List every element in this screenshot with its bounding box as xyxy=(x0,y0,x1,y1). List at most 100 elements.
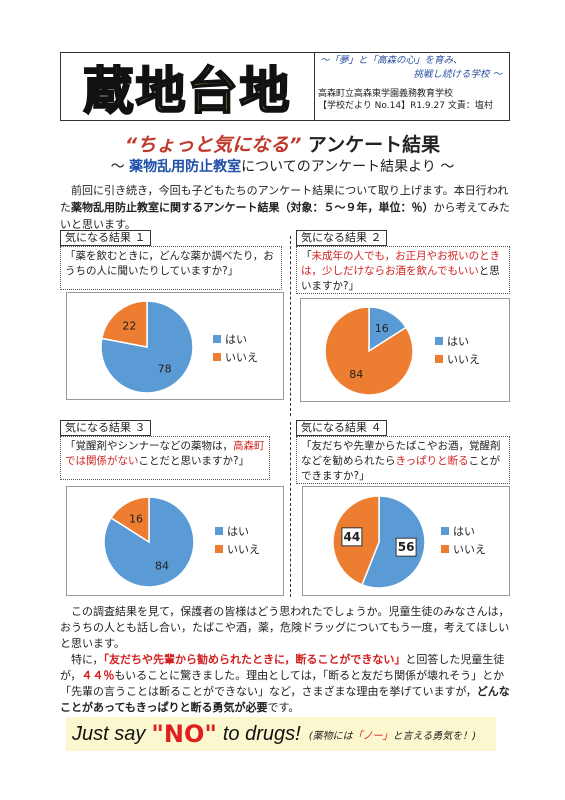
legend-label-no: いいえ xyxy=(225,351,258,364)
issue-info: 【学校だより No.14】R1.9.27 文責：塩村 xyxy=(318,101,493,111)
legend-yes-2: はい xyxy=(435,333,469,349)
intro-bold: 薬物乱用防止教室に関するアンケート結果（対象：５～９年，単位：％） xyxy=(71,201,434,214)
pie-slice-no xyxy=(100,300,148,348)
school-name: 高森町立高森東学園義務教育学校 xyxy=(318,89,454,99)
result-tag-4: 気になる結果 ４ xyxy=(296,420,387,436)
banner-jp-pre: (薬物には xyxy=(308,730,353,742)
para2-text-1: 特に， xyxy=(71,653,104,666)
banner-text-post: to drugs! xyxy=(222,722,301,745)
legend-label-no: いいえ xyxy=(447,353,480,366)
slogan-line-1: ～「夢」と「高森の心」を育み、 xyxy=(320,55,463,66)
banner-jp-post: と言える勇気を！) xyxy=(392,730,477,742)
para2-text-3: もいることに驚きました。理由としては，「断ると友だち関係が壊れそう」とか「先輩の… xyxy=(60,669,505,698)
legend-swatch-no xyxy=(435,355,443,363)
pie-chart-3: 84 16 xyxy=(103,496,195,588)
legend-swatch-no xyxy=(213,353,221,361)
legend-yes-3: はい xyxy=(215,523,249,539)
data-label-yes: 56 xyxy=(398,540,415,554)
question-4-text-a: 「友だちや先輩からたばこやお酒，覚醒剤などを勧められたら xyxy=(301,440,501,467)
legend-swatch-yes xyxy=(213,335,221,343)
data-label-yes: 16 xyxy=(375,322,389,335)
chart-1: 78 22 はい いいえ xyxy=(66,292,284,400)
legend-no-3: いいえ xyxy=(215,541,260,557)
question-1: 「薬を飲むときに，どんな薬か調べたり，おうちの人に聞いたりしていますか?」 xyxy=(60,246,282,290)
legend-label-yes: はい xyxy=(453,525,475,538)
pie-chart-1: 78 22 xyxy=(100,300,194,394)
subtitle-highlight: 薬物乱用防止教室 xyxy=(129,159,242,175)
legend-label-no: いいえ xyxy=(227,543,260,556)
intro-text-2: から考えてみたいと思います。 xyxy=(60,201,511,231)
section-divider-top xyxy=(290,236,291,416)
page-subtitle: ～ 薬物乱用防止教室についてのアンケート結果より ～ xyxy=(0,156,565,176)
data-label-no: 16 xyxy=(129,512,143,525)
legend-yes-4: はい xyxy=(441,523,475,539)
legend-label-yes: はい xyxy=(227,525,249,538)
chart-2: 16 84 はい いいえ xyxy=(300,298,510,402)
question-3-highlight: 高森町では関係がない xyxy=(65,440,265,467)
para2-text-2: と回答した児童生徒が， xyxy=(60,653,505,682)
banner-jp-red: 「ノー」 xyxy=(352,730,393,742)
question-2: 「未成年の人でも，お正月やお祝いのときは，少しだけならお酒を飲んでもいいと思いま… xyxy=(296,246,510,294)
header-divider xyxy=(314,52,315,121)
section-divider-bottom xyxy=(290,422,291,597)
banner-text-pre: Just say xyxy=(72,722,146,745)
data-label-no: 84 xyxy=(349,368,363,381)
pie-chart-4: 56 44 xyxy=(332,495,426,589)
question-4-text-b: ことができますか?」 xyxy=(301,455,501,482)
header-frame xyxy=(60,52,510,121)
para2-red: 「友だちや先輩から勧められたときに，断ることができない」 xyxy=(103,653,406,666)
data-label-box xyxy=(395,537,417,557)
result-tag-1: 気になる結果 １ xyxy=(60,230,151,246)
question-3-text-a: 「覚醒剤やシンナーなどの薬物は， xyxy=(65,440,233,452)
legend-swatch-no xyxy=(215,545,223,553)
slogan-line-2: 挑戦し続ける学校 ～ xyxy=(413,69,502,80)
subtitle-pre: ～ xyxy=(110,159,130,175)
title-quote: “ちょっと気になる” xyxy=(124,134,302,156)
legend-swatch-yes xyxy=(441,527,449,535)
legend-label-yes: はい xyxy=(447,335,469,348)
banner-japanese: (薬物には「ノー」と言える勇気を！) xyxy=(309,727,477,742)
para2-percent: ４４％ xyxy=(81,669,115,682)
header-info: ～「夢」と「高森の心」を育み、 挑戦し続ける学校 ～ 高森町立高森東学園義務教育… xyxy=(318,54,508,112)
legend-swatch-no xyxy=(441,545,449,553)
legend-no-4: いいえ xyxy=(441,541,486,557)
question-3-text-b: ことだと思いますか?」 xyxy=(138,455,250,467)
newsletter-logo: 蔵地台地 xyxy=(61,53,314,121)
title-rest: アンケート結果 xyxy=(301,134,441,156)
chart-3: 84 16 はい いいえ xyxy=(66,486,284,596)
legend-yes-1: はい xyxy=(213,331,247,347)
pie-slice-yes xyxy=(361,495,426,589)
question-2-text-b: と思いますか?」 xyxy=(301,265,500,292)
question-4-highlight: きっぱりと断る xyxy=(395,455,469,467)
legend-label-no: いいえ xyxy=(453,543,486,556)
logo-text: 蔵地台地 xyxy=(83,61,292,121)
subtitle-post: についてのアンケート結果より ～ xyxy=(241,159,455,175)
intro-text-1: 前回に引き続き，今回も子どもたちのアンケート結果について取り上げます。本日行われ… xyxy=(60,184,509,214)
para2-text-4: です。 xyxy=(267,701,300,714)
legend-no-1: いいえ xyxy=(213,349,258,365)
intro-paragraph: 前回に引き続き，今回も子どもたちのアンケート結果について取り上げます。本日行われ… xyxy=(60,182,510,233)
question-2-highlight: 未成年の人でも，お正月やお祝いのときは，少しだけならお酒を飲んでもいい xyxy=(301,250,501,277)
pie-slice-yes xyxy=(368,306,408,353)
question-2-text-a: 「 xyxy=(301,250,312,262)
banner-no: "NO" xyxy=(151,720,217,748)
result-tag-3: 気になる結果 ３ xyxy=(60,420,151,436)
data-label-no: 44 xyxy=(344,530,361,544)
emphasis-paragraph: 特に，「友だちや先輩から勧められたときに，断ることができない」と回答した児童生徒… xyxy=(60,652,510,716)
legend-swatch-yes xyxy=(215,527,223,535)
outro-paragraph: この調査結果を見て，保護者の皆様はどう思われたでしょうか。児童生徒のみなさんは，… xyxy=(60,605,510,650)
legend-label-yes: はい xyxy=(225,333,247,346)
data-label-no: 22 xyxy=(122,320,136,333)
result-tag-2: 気になる結果 ２ xyxy=(296,230,387,246)
data-label-yes: 84 xyxy=(155,560,169,573)
slogan-banner: Just say "NO" to drugs! (薬物には「ノー」と言える勇気を… xyxy=(66,717,496,751)
data-label-yes: 78 xyxy=(158,362,172,375)
pie-slice-no xyxy=(324,306,414,396)
page-title: “ちょっと気になる” アンケート結果 xyxy=(0,130,565,157)
legend-swatch-yes xyxy=(435,337,443,345)
question-3: 「覚醒剤やシンナーなどの薬物は，高森町では関係がないことだと思いますか?」 xyxy=(60,436,270,480)
question-4: 「友だちや先輩からたばこやお酒，覚醒剤などを勧められたらきっぱりと断ることができ… xyxy=(296,436,510,484)
question-1-text: 「薬を飲むときに，どんな薬か調べたり，おうちの人に聞いたりしていますか?」 xyxy=(65,250,274,277)
pie-slice-no xyxy=(109,496,150,544)
data-label-box xyxy=(341,527,363,547)
